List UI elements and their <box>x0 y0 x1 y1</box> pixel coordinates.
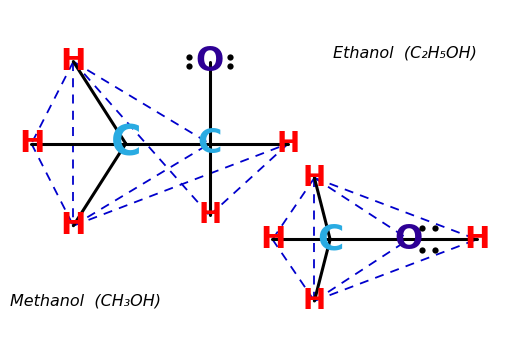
Text: H: H <box>198 201 221 229</box>
Text: H: H <box>61 211 86 240</box>
Text: O: O <box>195 45 224 78</box>
Text: H: H <box>260 225 285 254</box>
Text: H: H <box>19 129 44 158</box>
Text: H: H <box>61 47 86 76</box>
Text: C: C <box>317 222 343 256</box>
Text: O: O <box>395 223 423 256</box>
Text: C: C <box>111 123 141 165</box>
Text: H: H <box>303 164 326 192</box>
Text: H: H <box>464 225 489 254</box>
Text: Ethanol  (C₂H₅OH): Ethanol (C₂H₅OH) <box>333 45 477 61</box>
Text: Methanol  (CH₃OH): Methanol (CH₃OH) <box>10 293 161 308</box>
Text: C: C <box>198 127 222 160</box>
Text: H: H <box>277 130 300 158</box>
Text: H: H <box>303 287 326 315</box>
